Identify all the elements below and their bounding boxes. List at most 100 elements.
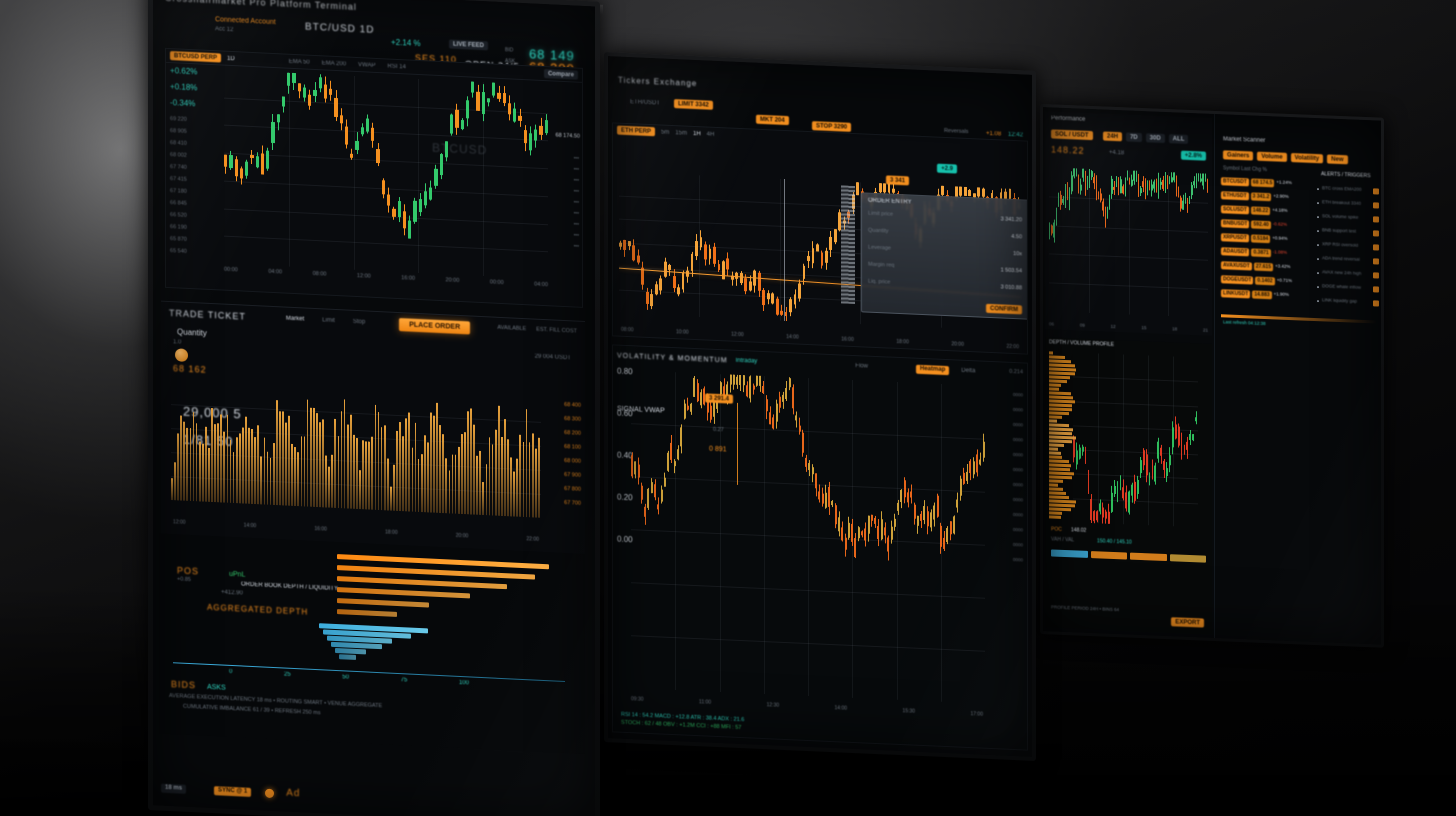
place-order-button[interactable]: PLACE ORDER [399,317,471,334]
filter-chip-volatility[interactable]: Volatility [1290,153,1324,164]
range-chip-30D[interactable]: 30D [1145,133,1165,143]
candle-body [801,432,804,453]
center-interval-15m[interactable]: 15m [675,129,688,137]
price-level-1: 68 905 [170,128,187,135]
center-interval-4H[interactable]: 4H [706,131,715,138]
scanner-row[interactable]: BNBUSDT 592.40 -0.62% [1221,218,1313,231]
candle-body [884,527,887,536]
scanner-row[interactable]: BTCUSDT 68 174.5 +1.24% [1221,176,1313,189]
candle-body [297,83,301,92]
candle-body [1193,181,1195,185]
scanner-row[interactable]: DOGEUSDT 0.1402 +0.71% [1221,274,1313,287]
candle-body [1169,177,1171,184]
range-chip-24H[interactable]: 24H [1103,131,1123,142]
overlay-row-value-3[interactable]: 1 503.54 [1000,267,1022,275]
alert-row[interactable]: BTC cross EMA200 [1317,184,1379,195]
scanner-row[interactable]: ADAUSDT 0.3871 -1.08% [1221,246,1313,259]
alert-row[interactable]: BNB support test [1317,226,1379,237]
performance-plot[interactable] [1049,167,1208,317]
ticket-tab-stop[interactable]: Stop [352,318,366,326]
filter-chip-gainers[interactable]: Gainers [1223,150,1254,161]
filter-chip-volume[interactable]: Volume [1257,151,1287,162]
overlay-confirm-button[interactable]: CONFIRM [986,303,1022,315]
indicator-chip-3[interactable]: RSI 14 [387,62,406,70]
chart-gridline-v [896,381,898,700]
filter-chip-new[interactable]: New [1327,154,1348,165]
monitor-left: Crosshairmarket Pro Platform Terminal Con… [148,0,600,816]
scanner-row[interactable]: AVAXUSDT 27.615 +3.42% [1221,260,1313,273]
compare-button[interactable]: Compare [543,69,578,80]
candle-body [933,505,936,520]
alert-row[interactable]: AVAX new 24h high [1317,268,1379,279]
center-chart-toolbar[interactable]: ETH PERP 5m 15m 1H 4H [617,125,715,139]
alert-action-icon[interactable] [1373,201,1379,209]
alert-action-icon[interactable] [1373,243,1379,251]
overlay-row-value-2[interactable]: 10x [1013,251,1022,258]
scanner-row[interactable]: LINKUSDT 14.883 +1.90% [1221,288,1313,301]
alert-action-icon[interactable] [1373,215,1379,223]
indicator-chip-0[interactable]: EMA 50 [288,58,310,66]
chart-gridline-v [1128,170,1130,315]
center-symbol-chip[interactable]: ETH PERP [617,125,656,137]
performance-range-chips[interactable]: 24H 7D 30D ALL [1103,131,1189,144]
center-interval-1H[interactable]: 1H [693,130,701,137]
profile-export-button[interactable]: EXPORT [1171,617,1204,628]
alert-row[interactable]: LINK liquidity gap [1317,296,1379,307]
alert-row[interactable]: SOL volume spike [1317,212,1379,223]
indicator-chip-1[interactable]: EMA 200 [321,59,347,68]
volume-bar [343,398,346,509]
alert-row[interactable]: DOGE whale inflow [1317,282,1379,293]
order-tag-market[interactable]: MKT 204 [756,114,789,126]
candle-body [455,109,459,128]
candle-body [402,210,407,229]
volume-bar [186,427,189,501]
overlay-row-value-0[interactable]: 3 341.20 [1000,216,1022,224]
ticket-tab-market[interactable]: Market [285,315,305,323]
alert-row[interactable]: XRP RSI oversold [1317,240,1379,251]
center-tab-heatmap[interactable]: Heatmap [915,364,950,375]
range-chip-ALL[interactable]: ALL [1168,134,1189,144]
candle-body [780,311,783,315]
indicator-chip-2[interactable]: VWAP [358,61,376,69]
axis-tick-1: ••• [573,166,579,173]
alert-row[interactable]: ADA trend reversal [1317,254,1379,265]
overlay-row-value-1[interactable]: 4.50 [1011,233,1022,241]
scanner-row[interactable]: ETHUSDT 3 341.2 +2.90% [1221,190,1313,203]
alert-action-icon[interactable] [1373,257,1379,265]
center-bottom-plot[interactable] [631,370,985,704]
left-candlestick-plot[interactable]: BTCUSD [224,69,548,280]
alert-row[interactable]: ETH breakout 3340 [1317,198,1379,209]
range-chip-7D[interactable]: 7D [1126,132,1142,143]
candle-body [1069,189,1071,205]
alert-action-icon[interactable] [1373,285,1379,293]
alert-action-icon[interactable] [1373,299,1379,307]
connection-badge[interactable]: SYNC @ 1 [214,785,252,797]
volume-histogram-plot[interactable]: 29,000 5 1/81 50 [171,380,541,518]
candle-body [696,383,699,402]
alert-action-icon[interactable] [1373,187,1379,195]
center-interval-5m[interactable]: 5m [661,129,670,136]
chart-symbol-chip[interactable]: BTCUSD PERP [170,51,222,63]
profile-plot[interactable] [1073,352,1198,528]
scanner-filter-chips[interactable]: Gainers Volume Volatility New [1223,150,1348,165]
center-tab-flow[interactable]: Flow [855,363,868,370]
price-level-7: 66 845 [170,200,187,207]
alert-action-icon[interactable] [1373,229,1379,237]
ticket-tab-limit[interactable]: Limit [322,317,335,324]
asset-coin-icon [175,348,188,362]
performance-symbol-chip[interactable]: SOL / USDT [1051,129,1093,141]
candle-body [681,272,685,290]
order-tag-limit[interactable]: LIMIT 3342 [674,99,713,110]
center-tab-delta[interactable]: Delta [961,367,976,375]
overlay-row-value-4[interactable]: 3 010.88 [1000,284,1022,292]
candle-body [539,126,543,135]
candle-body [890,526,893,540]
order-entry-overlay[interactable]: ORDER ENTRY Limit price 3 341.20 Quantity 4.… [861,192,1028,320]
center-raxis-tick-4: 0000 [1012,451,1023,458]
order-tag-stop[interactable]: STOP 3290 [812,121,852,132]
candle-body [798,425,801,432]
alert-action-icon[interactable] [1373,271,1379,279]
scanner-row[interactable]: SOLUSDT 148.22 +4.18% [1221,204,1313,217]
scanner-row[interactable]: XRPUSDT 0.5184 +0.94% [1221,232,1313,245]
profile-bin-34 [1049,487,1064,491]
